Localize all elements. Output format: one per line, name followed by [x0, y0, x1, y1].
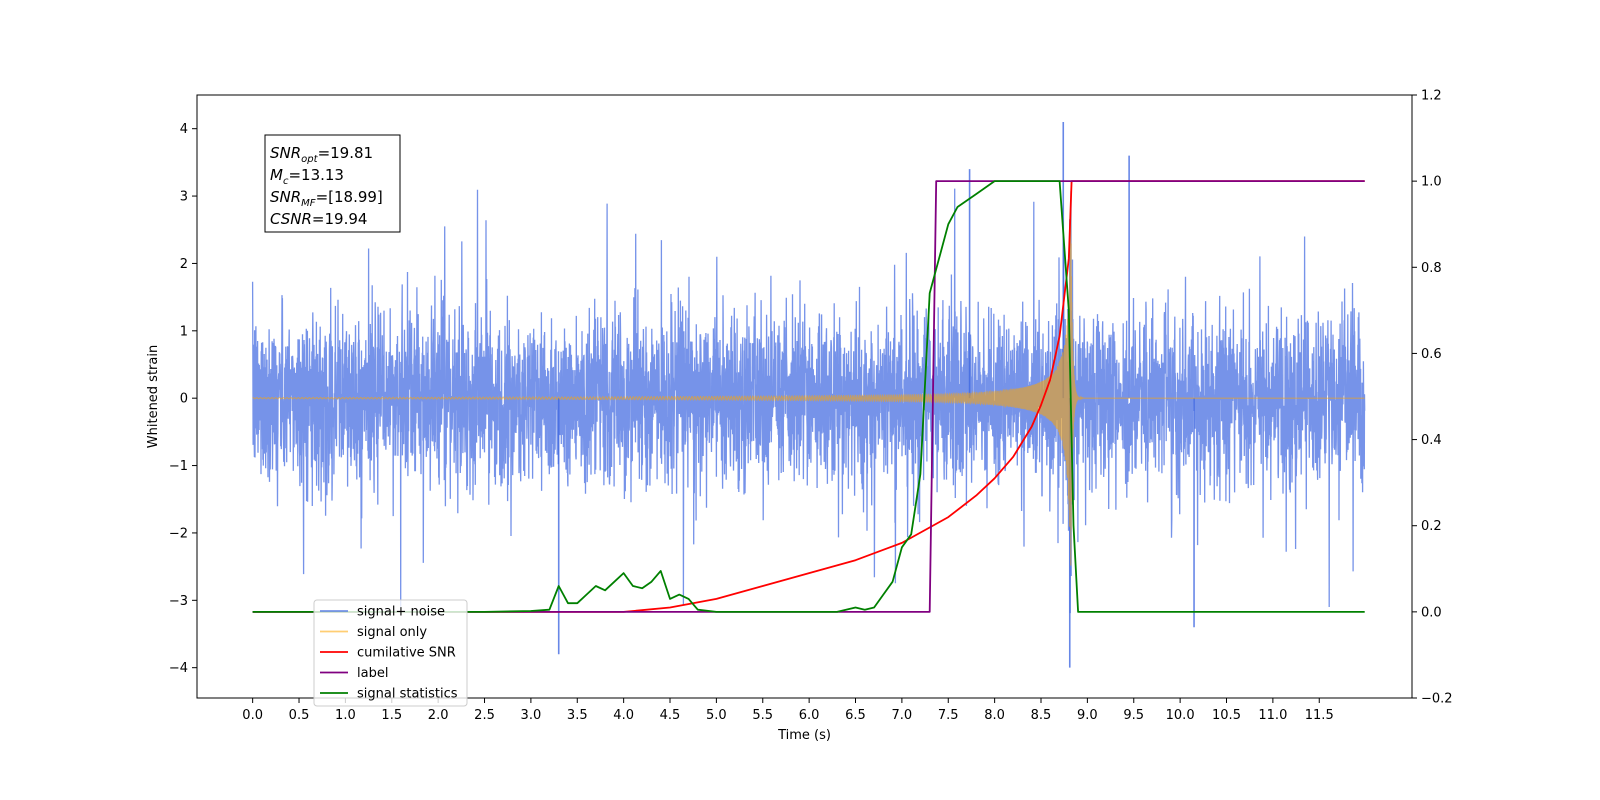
y2-tick-label: 0.8	[1421, 261, 1442, 276]
y-axis-right: −0.2 0.0 0.2 0.4 0.6 0.8 1.0 1.2	[1412, 89, 1453, 707]
x-tick-label: 5.5	[752, 708, 773, 723]
x-tick-label: 6.0	[799, 708, 820, 723]
x-tick-label: 4.5	[660, 708, 681, 723]
y-tick-label: 3	[180, 190, 188, 205]
x-tick-label: 9.5	[1123, 708, 1144, 723]
legend-label: signal only	[357, 625, 427, 640]
x-tick-label: 8.0	[984, 708, 1005, 723]
y2-tick-label: 0.0	[1421, 605, 1442, 620]
x-tick-label: 11.5	[1305, 708, 1334, 723]
x-axis-label: Time (s)	[777, 728, 831, 743]
x-tick-label: 10.5	[1212, 708, 1241, 723]
annotation-subscript: MF	[301, 198, 316, 209]
y2-tick-label: 0.2	[1421, 519, 1442, 534]
y2-tick-label: 0.6	[1421, 347, 1442, 362]
annotation-value: =19.94	[312, 210, 368, 228]
y2-tick-label: −0.2	[1421, 692, 1453, 707]
annotation-value: =13.13	[288, 166, 344, 184]
series-signal-statistics	[252, 180, 1365, 613]
y-tick-label: 0	[180, 392, 188, 407]
x-tick-label: 2.5	[474, 708, 495, 723]
x-tick-label: 6.5	[845, 708, 866, 723]
legend-label: label	[357, 666, 388, 681]
x-tick-label: 4.0	[613, 708, 634, 723]
y-tick-label: 1	[180, 324, 188, 339]
y2-tick-label: 1.2	[1421, 89, 1442, 104]
x-tick-label: 9.0	[1077, 708, 1098, 723]
y-axis-left: −4 −3 −2 −1 0 1 2 3 4	[169, 122, 197, 676]
annotation-line: SNRopt=19.81	[270, 144, 373, 165]
x-tick-label: 10.0	[1166, 708, 1195, 723]
x-tick-label: 8.5	[1031, 708, 1052, 723]
annotation-symbol: CSNR	[270, 210, 312, 228]
x-tick-label: 0.0	[242, 708, 263, 723]
y-axis-label: Whitened strain	[146, 345, 161, 448]
annotation-value: =19.81	[318, 144, 374, 162]
annotation-value: =[18.99]	[316, 188, 383, 206]
y2-tick-label: 0.4	[1421, 433, 1442, 448]
legend: signal+ noise signal only cumilative SNR la…	[313, 599, 468, 707]
series-signal-noise	[251, 188, 1366, 614]
x-tick-label: 5.0	[706, 708, 727, 723]
legend-label: signal statistics	[357, 687, 458, 702]
annotation-symbol: SNR	[270, 188, 301, 206]
annotation-frame	[264, 134, 401, 233]
x-tick-label: 3.0	[521, 708, 542, 723]
y2-tick-label: 1.0	[1421, 175, 1442, 190]
x-tick-label: 3.5	[567, 708, 588, 723]
legend-label: cumilative SNR	[357, 646, 456, 661]
x-tick-label: 11.0	[1258, 708, 1287, 723]
y-tick-label: 4	[180, 122, 188, 137]
y-tick-label: 2	[180, 257, 188, 272]
series-signal-only	[252, 202, 1365, 566]
y-tick-label: −2	[169, 526, 188, 541]
annotation-line: SNRMF=[18.99]	[270, 188, 383, 209]
x-tick-label: 7.0	[892, 708, 913, 723]
x-tick-label: 2.0	[428, 708, 449, 723]
plot-area	[251, 121, 1366, 668]
y-tick-label: −1	[169, 459, 188, 474]
annotation-symbol: SNR	[270, 144, 301, 162]
annotation-subscript: opt	[301, 154, 318, 165]
legend-label: signal+ noise	[357, 605, 445, 620]
x-tick-label: 0.5	[289, 708, 310, 723]
annotation-line: Mc=13.13	[270, 166, 344, 187]
x-tick-label: 1.5	[381, 708, 402, 723]
y-tick-label: −4	[169, 661, 188, 676]
annotation-box: SNRopt=19.81Mc=13.13SNRMF=[18.99]CSNR=19…	[264, 134, 401, 233]
x-axis: 0.0 0.5 1.0 1.5 2.0 2.5 3.0 3.5 4.0 4.5 5.0 5.5 6.0 6…	[242, 698, 1334, 723]
x-tick-label: 1.0	[335, 708, 356, 723]
y-tick-label: −3	[169, 594, 188, 609]
annotation-symbol: M	[270, 166, 283, 184]
legend-frame	[313, 599, 468, 707]
annotation-subscript: c	[283, 176, 289, 187]
axes-frame	[196, 94, 1413, 699]
x-tick-label: 7.5	[938, 708, 959, 723]
annotation-line: CSNR=19.94	[270, 210, 367, 228]
